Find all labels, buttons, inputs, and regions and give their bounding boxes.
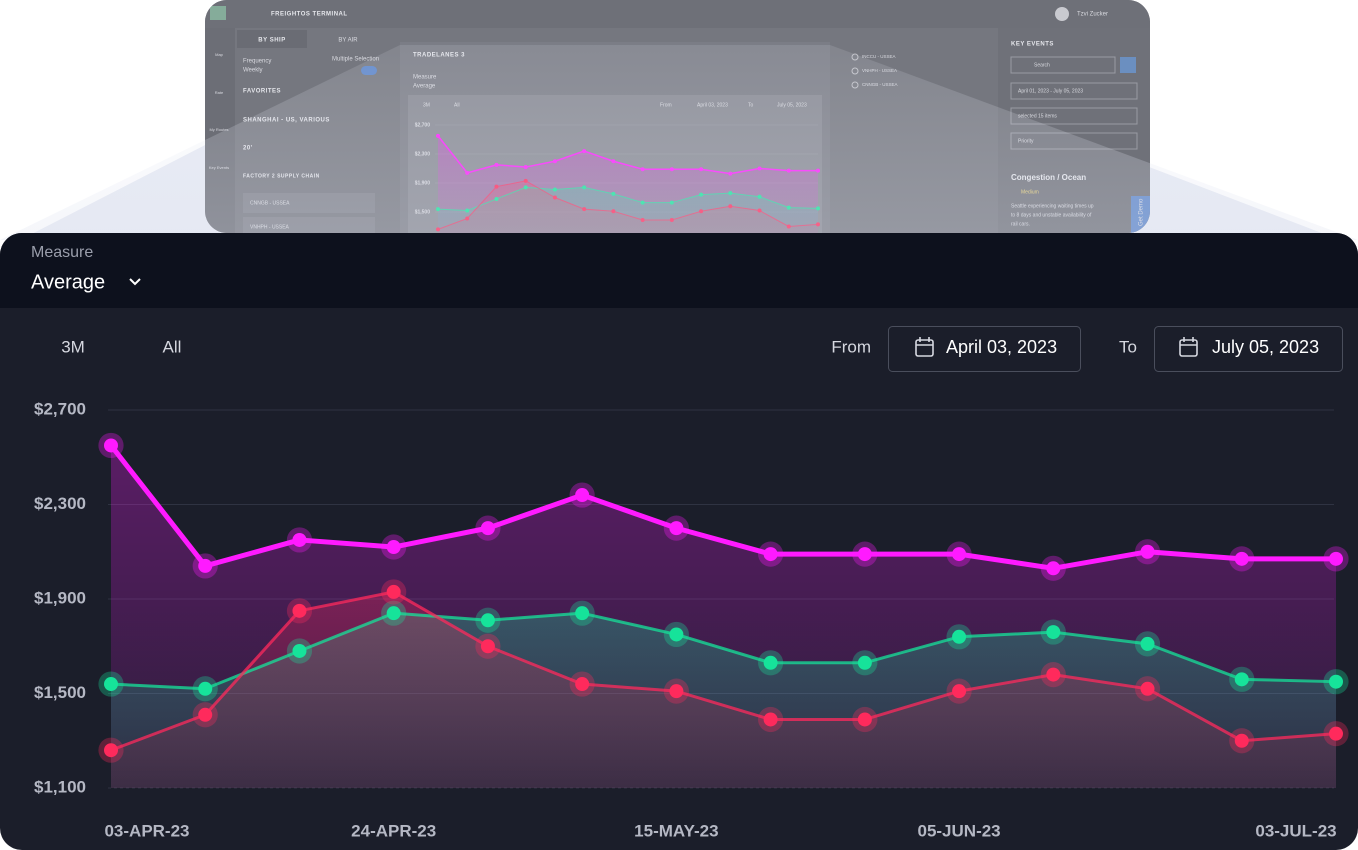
selected: selected 15 items: [1018, 113, 1057, 119]
date-input[interactable]: [1154, 326, 1343, 372]
x-tick-label: 03-APR-23: [104, 821, 189, 840]
point: [198, 707, 213, 722]
top-bar: [205, 0, 1150, 28]
measure-label: Measure: [31, 244, 93, 261]
label: Multiple Selection: [332, 57, 379, 63]
point: [1140, 636, 1155, 651]
point: [1046, 561, 1061, 576]
label: Frequency: [243, 59, 271, 65]
nav-item: My Routes: [209, 127, 228, 132]
calendar-icon: [915, 337, 934, 357]
x-tick-label: 24-APR-23: [351, 821, 436, 840]
panel-header: [0, 233, 1358, 308]
date-input[interactable]: [888, 326, 1081, 372]
point: [857, 547, 872, 562]
point: [480, 521, 495, 536]
point: [1046, 667, 1061, 682]
to-date[interactable]: July 05, 2023: [1212, 337, 1319, 357]
x-tick-label: 05-JUN-23: [917, 821, 1000, 840]
y-tick-label: $2,300: [34, 494, 86, 513]
range-button[interactable]: All: [163, 337, 182, 356]
series-line: [110, 611, 1337, 691]
y-tick-label: $2,700: [34, 399, 86, 418]
zoom-overlay: [0, 45, 1358, 240]
point: [669, 684, 684, 699]
date-range: April 01, 2023 - July 05, 2023: [1018, 88, 1083, 94]
from-date[interactable]: April 03, 2023: [946, 337, 1057, 357]
avatar: [1055, 7, 1069, 21]
series-line: [109, 443, 1336, 571]
y-tick-label: $1,500: [34, 683, 86, 702]
point: [669, 521, 684, 536]
point: [952, 547, 967, 562]
point: [292, 643, 307, 658]
point: [763, 712, 778, 727]
x-tick-label: 15-MAY-23: [634, 821, 718, 840]
point: [1329, 674, 1343, 689]
point: [386, 606, 401, 621]
point: [386, 540, 401, 555]
y-tick-label: $1,900: [34, 588, 86, 607]
search-box: [1010, 56, 1116, 74]
date-box: [1010, 82, 1138, 100]
point: [952, 629, 967, 644]
point: [1140, 681, 1155, 696]
logo: [210, 6, 226, 20]
brand: FREIGHTOS TERMINAL: [271, 12, 348, 18]
key-events-title: KEY EVENTS: [1011, 42, 1054, 48]
nav-item: Map: [215, 52, 224, 57]
point: [857, 712, 872, 727]
point: [763, 547, 778, 562]
point: [104, 438, 118, 453]
to-label: To: [1119, 337, 1137, 356]
tab: BY AIR: [338, 38, 358, 44]
point: [952, 684, 967, 699]
point: [1046, 625, 1061, 640]
calendar-icon: [1179, 337, 1198, 357]
point: [480, 639, 495, 654]
from-label: From: [831, 337, 871, 356]
measure-value[interactable]: Average: [31, 271, 105, 293]
user-name: Tzvi Zucker: [1077, 12, 1108, 18]
point: [1234, 551, 1249, 566]
point: [1234, 733, 1249, 748]
point: [292, 603, 307, 618]
point: [1329, 726, 1343, 741]
point: [386, 584, 401, 599]
dropdown-chevron[interactable]: [129, 278, 141, 286]
point: [104, 743, 118, 758]
point: [1140, 544, 1155, 559]
point: [763, 655, 778, 670]
point: [575, 606, 590, 621]
y-tick-label: $1,100: [34, 777, 86, 796]
point: [292, 532, 307, 547]
legend-label: INCCU - USSEA: [862, 54, 896, 59]
value: Weekly: [243, 68, 263, 74]
x-tick-label: 03-JUL-23: [1255, 821, 1336, 840]
point: [857, 655, 872, 670]
point: [480, 613, 495, 628]
group: FAVORITES: [243, 89, 281, 95]
range-button[interactable]: 3M: [61, 337, 85, 356]
point: [198, 681, 213, 696]
point: [669, 627, 684, 642]
point: [104, 677, 118, 692]
filter-button: [1120, 57, 1136, 73]
tab-active: [237, 30, 307, 48]
point: [1329, 551, 1343, 566]
tab: BY SHIP: [258, 38, 285, 44]
point: [198, 558, 213, 573]
search: Search: [1034, 62, 1050, 68]
point: [575, 488, 590, 503]
chart: $1,100 $1,500 $1,900 $2,300 $2,700 03-APR-23 2…: [34, 399, 1349, 840]
series-line: [110, 590, 1337, 752]
point: [1234, 672, 1249, 687]
nav-item: Rate: [215, 90, 224, 95]
series-area: [111, 591, 1336, 788]
point: [575, 677, 590, 692]
